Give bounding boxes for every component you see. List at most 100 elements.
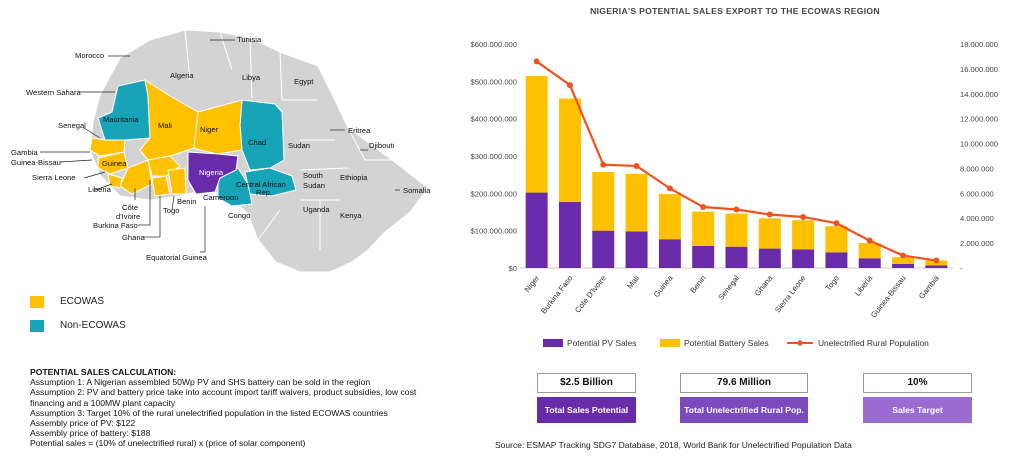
bar-battery-sales — [592, 172, 615, 231]
y-right-tick-label: 6.000.000 — [960, 189, 994, 198]
map-label-benin: Benin — [177, 197, 196, 206]
map-label-cameroon: Cameroon — [203, 193, 238, 202]
togo-benin-shape — [167, 167, 187, 195]
y-right-tick-label: 18.000.000 — [960, 40, 998, 49]
map-label-kenya: Kenya — [340, 211, 362, 220]
map-label-mauritania: Mauritania — [103, 115, 139, 124]
map-label-tunisia: Tunisia — [237, 35, 262, 44]
bar-pv-sales — [558, 201, 581, 268]
cameroon-shape — [217, 167, 253, 207]
guinea-shape — [97, 151, 129, 175]
map-label-cote-divoire-line: Côte — [122, 203, 138, 212]
map-label-ghana: Ghana — [122, 233, 146, 242]
map-label-equatorial-guinea: Equatorial Guinea — [146, 253, 208, 262]
y-right-tick-label: - — [960, 264, 963, 273]
map-label-guinea: Guinea — [102, 159, 127, 168]
chad-shape — [239, 99, 285, 171]
population-point — [900, 252, 907, 259]
population-point — [600, 161, 607, 168]
x-tick-label: Niger — [523, 273, 542, 294]
population-point — [566, 82, 573, 89]
bar-battery-sales — [525, 76, 548, 193]
population-point — [533, 58, 540, 65]
y-right-tick-label: 8.000.000 — [960, 164, 994, 173]
sales-calculation: POTENTIAL SALES CALCULATION: Assumption … — [30, 367, 450, 449]
bar-battery-sales — [692, 211, 715, 246]
y-right-tick-label: 14.000.000 — [960, 90, 998, 99]
stat-label-rural-pop: Total Unelectrified Rural Pop. — [680, 397, 808, 423]
map-label-south-sudan: South — [303, 171, 323, 180]
africa-map-panel: Morocco Tunisia Algeria Libya Egypt West… — [0, 0, 460, 458]
population-point — [866, 237, 873, 244]
stat-value-rural-pop: 79.6 Million — [680, 373, 808, 393]
y-right-tick-label: 2.000.000 — [960, 239, 994, 248]
y-left-tick-label: $100.000.000 — [471, 227, 517, 236]
map-label-sudan: Sudan — [288, 141, 310, 150]
bar-pv-sales — [792, 249, 815, 268]
x-tick-label: Guinea — [652, 273, 675, 299]
legend-swatch-battery — [660, 339, 680, 347]
bar-pv-sales — [825, 252, 848, 268]
population-point — [700, 204, 707, 211]
population-point — [633, 162, 640, 169]
bar-battery-sales — [758, 218, 781, 249]
population-point — [733, 206, 740, 213]
map-label-mali: Mali — [158, 121, 172, 130]
y-left-tick-label: $500.000.000 — [471, 77, 517, 86]
calculation-line: Assumption 2: PV and battery price take … — [30, 387, 417, 408]
ghana-shape — [151, 175, 171, 197]
bar-pv-sales — [658, 239, 681, 268]
bar-battery-sales — [658, 194, 681, 240]
x-tick-label: Sierra Leone — [773, 274, 808, 315]
map-label-sierra-leone: Sierra Leone — [32, 173, 75, 182]
bars — [525, 76, 948, 268]
stat-value-sales-target: 10% — [863, 373, 972, 393]
x-tick-label: Cote D'Ivoire — [573, 274, 608, 315]
y-left-tick-label: $200.000.000 — [471, 189, 517, 198]
stat-value-total-sales: $2.5 Billion — [537, 373, 636, 393]
x-tick-label: Guinea-Bissau — [869, 274, 908, 320]
map-label-uganda: Uganda — [303, 205, 330, 214]
legend-label-population: Unelectrified Rural Population — [818, 338, 929, 348]
y-left-tick-label: $600.000.000 — [471, 40, 517, 49]
bar-pv-sales — [925, 265, 948, 268]
calculation-line: Potential sales = (10% of unelectrified … — [30, 438, 306, 449]
calculation-line: Assembly price of battery: $188 — [30, 428, 151, 439]
map-label-egypt: Egypt — [294, 77, 314, 86]
legend-marker-population — [797, 340, 803, 346]
bar-pv-sales — [592, 230, 615, 268]
population-point — [800, 213, 807, 220]
stat-label-total-sales: Total Sales Potential — [537, 397, 636, 423]
x-tick-label: Liberia — [853, 273, 875, 298]
y-left-tick-label: $0 — [509, 264, 517, 273]
y-right-tick-label: 4.000.000 — [960, 214, 994, 223]
bar-battery-sales — [625, 173, 648, 232]
population-point — [666, 185, 673, 192]
leader-lines — [40, 39, 400, 253]
bar-battery-sales — [892, 257, 915, 264]
map-label-djibouti: Djibouti — [369, 141, 395, 150]
nigeria-shape — [187, 151, 239, 195]
x-tick-label: Ghana — [753, 273, 775, 298]
population-line — [533, 58, 940, 264]
y-left-axis: $0 $100.000.000 $200.000.000 $300.000.000 $4… — [471, 40, 517, 273]
population-point — [933, 257, 940, 264]
legend-label-non-ecowas: Non-ECOWAS — [60, 320, 126, 331]
bar-battery-sales — [725, 213, 748, 247]
map-label-chad: Chad — [248, 138, 266, 147]
sales-chart: NIGERIA'S POTENTIAL SALES EXPORT TO THE … — [471, 6, 998, 348]
legend-swatch-non-ecowas — [30, 320, 44, 332]
map-label-eritrea: Eritrea — [348, 126, 371, 135]
map-label-ethiopia: Ethiopia — [340, 173, 368, 182]
stat-label-sales-target: Sales Target — [863, 397, 972, 423]
x-tick-label: Benin — [688, 274, 707, 295]
map-label-togo: Togo — [163, 206, 179, 215]
legend-label-battery: Potential Battery Sales — [684, 338, 769, 348]
map-label-western-sahara: Western Sahara — [26, 88, 82, 97]
map-label-algeria: Algeria — [170, 71, 194, 80]
y-left-tick-label: $400.000.000 — [471, 115, 517, 124]
calculation-line: Assumption 1: A Nigerian assembled 50Wp … — [30, 377, 371, 388]
legend-label-pv: Potential PV Sales — [567, 338, 636, 348]
africa-map: Morocco Tunisia Algeria Libya Egypt West… — [11, 29, 431, 273]
